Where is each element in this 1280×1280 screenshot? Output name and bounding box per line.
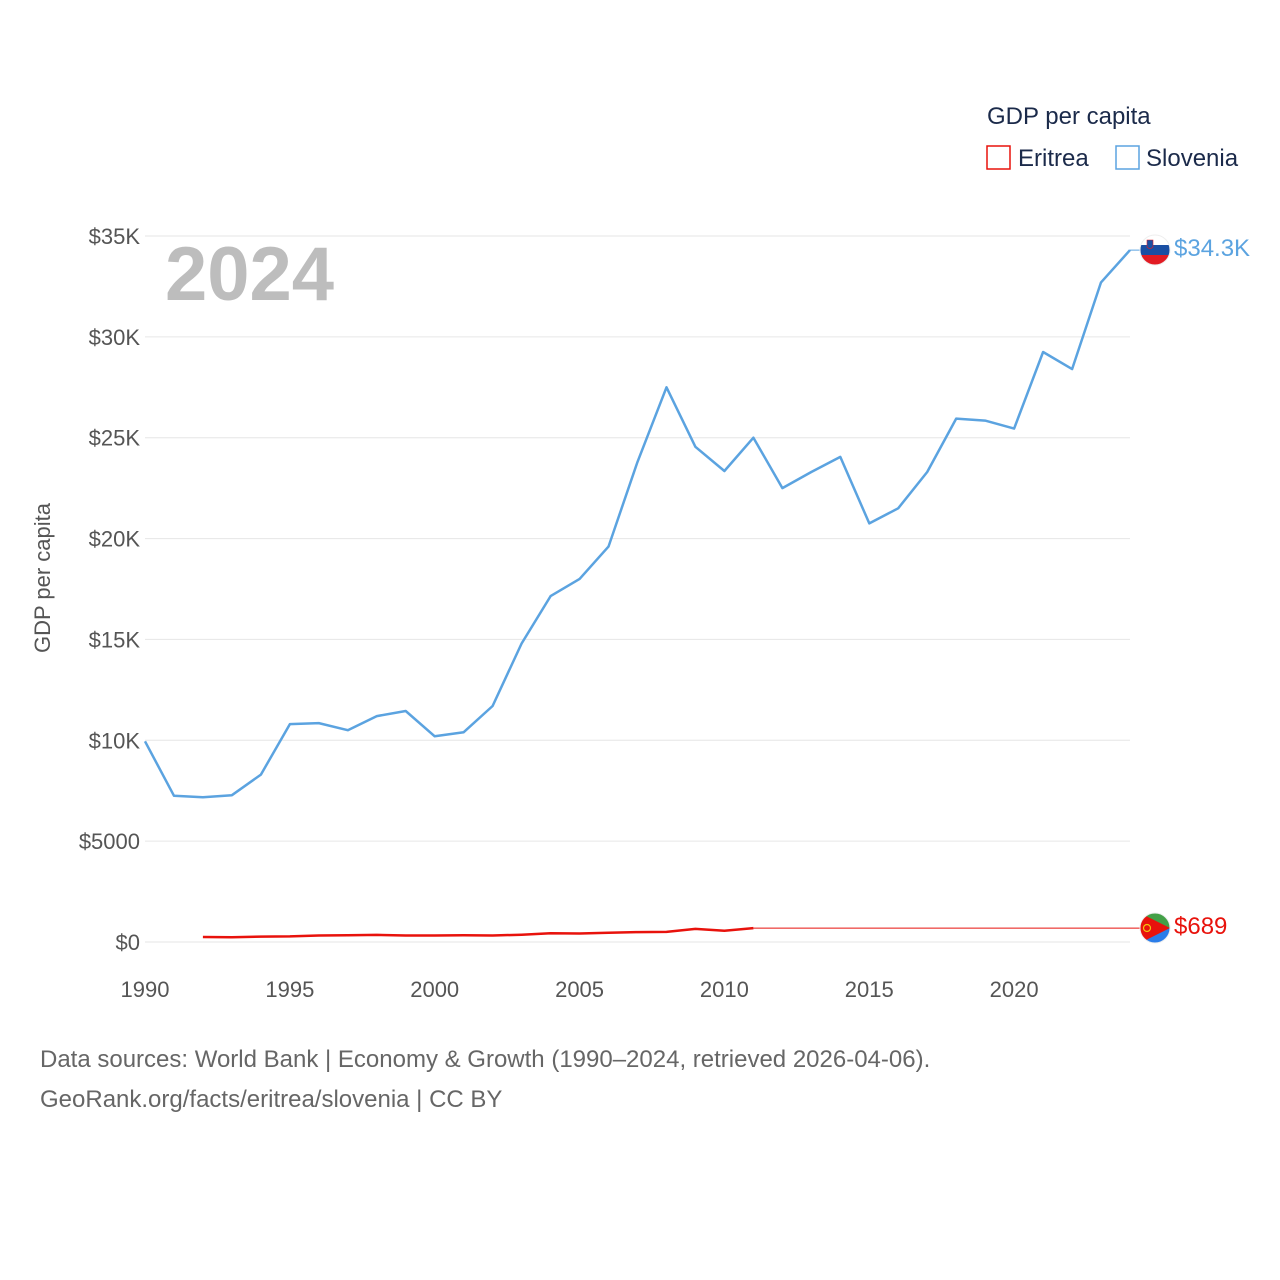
y-tick-label: $35K: [89, 224, 141, 249]
legend: GDP per capita Eritrea Slovenia: [986, 103, 1239, 172]
y-tick-label: $10K: [89, 728, 141, 753]
gdp-line-chart: $0 $5000 $10K $15K $20K $25K $30K $35K 1990 1995…: [30, 103, 1250, 1002]
x-tick-label: 2020: [990, 977, 1039, 1002]
eritrea-end-label: $689: [1174, 913, 1227, 940]
x-axis-ticks: 1990 1995 2000 2005 2010 2015 2020: [121, 977, 1039, 1002]
y-tick-label: $30K: [89, 325, 141, 350]
y-tick-label: $15K: [89, 627, 141, 652]
footer: Data sources: World Bank | Economy & Gro…: [40, 1040, 930, 1120]
x-tick-label: 2010: [700, 977, 749, 1002]
attribution-text: GeoRank.org/facts/eritrea/slovenia | CC …: [40, 1086, 503, 1113]
slovenia-end-label: $34.3K: [1174, 235, 1250, 262]
current-year-label: 2024: [165, 232, 334, 317]
y-tick-label: $0: [116, 930, 140, 955]
x-tick-label: 2015: [845, 977, 894, 1002]
y-axis-ticks: $0 $5000 $10K $15K $20K $25K $30K $35K: [79, 224, 141, 955]
legend-swatch-eritrea[interactable]: [986, 145, 1011, 170]
y-tick-label: $25K: [89, 426, 141, 451]
slovenia-flag-icon: [1139, 234, 1171, 266]
gridlines: [145, 235, 1130, 943]
x-tick-label: 1990: [121, 977, 170, 1002]
legend-swatch-slovenia[interactable]: [1115, 145, 1140, 170]
legend-label-eritrea[interactable]: Eritrea: [1018, 145, 1089, 172]
legend-label-slovenia[interactable]: Slovenia: [1146, 145, 1239, 172]
legend-title: GDP per capita: [987, 103, 1151, 130]
data-sources-text: Data sources: World Bank | Economy & Gro…: [40, 1046, 931, 1073]
eritrea-flag-icon: [1139, 912, 1171, 944]
series-lines: [143, 249, 1140, 939]
y-tick-label: $20K: [89, 527, 141, 552]
x-tick-label: 2000: [410, 977, 459, 1002]
x-tick-label: 1995: [265, 977, 314, 1002]
x-tick-label: 2005: [555, 977, 604, 1002]
y-tick-label: $5000: [79, 829, 140, 854]
eritrea-series-line: [202, 926, 754, 939]
y-axis-label: GDP per capita: [30, 502, 55, 653]
slovenia-series-line: [143, 249, 1131, 799]
